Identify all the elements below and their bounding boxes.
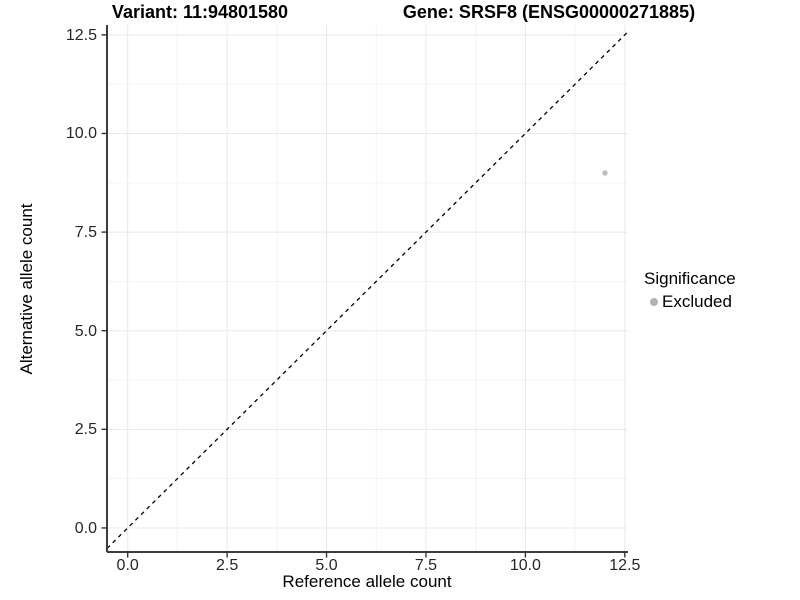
y-tick-label: 7.5 [74,224,97,242]
y-tick-label: 2.5 [74,421,97,439]
y-axis-title: Alternative allele count [17,203,36,375]
legend-item-excluded: Excluded [644,292,736,312]
x-tick-label: 12.5 [609,557,641,574]
x-tick-label: 5.0 [315,557,338,574]
y-tick-label: 12.5 [65,26,97,44]
legend-title: Significance [644,269,736,288]
y-tick-label: 0.0 [74,519,97,537]
x-tick-label: 2.5 [215,557,239,574]
y-tick-label: 10.0 [65,125,97,143]
data-point [602,170,608,176]
x-tick-label: 10.0 [509,557,541,574]
legend-item-label: Excluded [662,292,732,311]
plot-title-variant: Variant: 11:94801580 [111,2,289,22]
x-tick-label: 7.5 [414,557,438,574]
legend: Significance Excluded [644,269,736,312]
x-tick-label: 0.0 [116,557,139,574]
identity-reference-line [106,31,629,549]
legend-point-icon [650,298,658,306]
x-axis-title: Reference allele count [282,572,452,591]
plot-title-gene: Gene: SRSF8 (ENSG00000271885) [402,2,696,22]
y-tick-label: 5.0 [74,322,97,340]
